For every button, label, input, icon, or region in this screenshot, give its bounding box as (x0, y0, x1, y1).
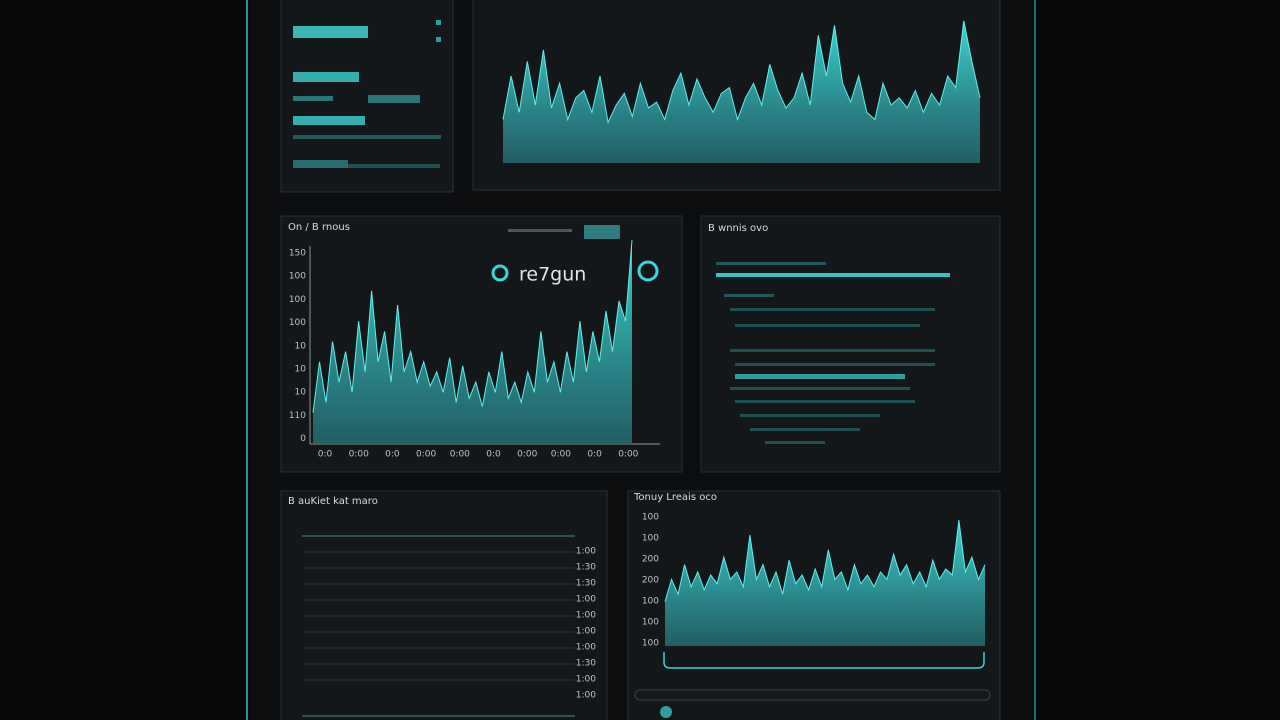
slider-knob[interactable] (660, 706, 672, 718)
text-line (735, 363, 935, 366)
text-line (730, 349, 935, 352)
area-line (502, 20, 981, 125)
x-label: 0:00 (349, 450, 369, 460)
area-line (312, 239, 633, 413)
row-label: 1:00 (576, 611, 596, 621)
highlight-bar (293, 116, 365, 125)
scrollbar[interactable] (663, 652, 985, 669)
row-label: 1:00 (576, 595, 596, 605)
text-line (740, 414, 880, 417)
row-label: 1:30 (576, 659, 596, 669)
y-label: 10 (295, 365, 307, 375)
highlight-line (716, 273, 950, 277)
y-label: 100 (289, 318, 306, 328)
frame-line (246, 0, 248, 720)
text-bar (293, 135, 441, 139)
x-label: 0:0 (486, 450, 501, 460)
panel-title: B auKiet kat maro (288, 496, 378, 507)
y-label: 200 (642, 555, 659, 565)
area-fill (313, 240, 632, 443)
x-label: 0:0 (587, 450, 602, 460)
highlight-line (735, 374, 905, 379)
logo-text: re7gun (519, 264, 586, 286)
y-label: 10 (295, 388, 307, 398)
text-blocks (293, 20, 441, 168)
x-label: 0:0 (318, 450, 333, 460)
y-label: 100 (289, 295, 306, 305)
text-bar (348, 164, 440, 168)
y-label: 100 (642, 639, 659, 649)
x-label: 0:00 (517, 450, 537, 460)
row-label: 1:00 (576, 675, 596, 685)
row-label: 1:30 (576, 579, 596, 589)
x-label: 0:0 (385, 450, 400, 460)
area-line (664, 520, 986, 602)
text-line (765, 441, 825, 444)
y-label: 100 (642, 534, 659, 544)
highlight-bar (293, 26, 368, 38)
frame-line (1034, 0, 1036, 720)
y-label: 0 (300, 434, 306, 444)
y-label: 100 (642, 597, 659, 607)
dot (436, 20, 441, 25)
text-line (750, 428, 860, 431)
row-label: 1:00 (576, 643, 596, 653)
area-fill (503, 20, 980, 164)
text-line (508, 229, 572, 232)
y-label: 100 (642, 618, 659, 628)
panel (700, 215, 1001, 473)
text-bar (293, 96, 333, 101)
y-label: 200 (642, 576, 659, 586)
y-label: 150 (289, 249, 306, 259)
logo-icon (491, 264, 509, 282)
x-label: 0:00 (618, 450, 638, 460)
list-lines (716, 262, 950, 444)
text-line (724, 294, 774, 297)
dot (436, 37, 441, 42)
text-line (730, 308, 935, 311)
highlight-bar (293, 72, 359, 82)
y-label: 110 (289, 411, 306, 421)
panel (280, 490, 608, 720)
text-line (735, 324, 920, 327)
row-label: 1:00 (576, 691, 596, 701)
y-label: 100 (642, 513, 659, 523)
row-label: 1:30 (576, 563, 596, 573)
text-bar (293, 160, 348, 168)
row-label: 1:00 (576, 627, 596, 637)
panel-title: On / B rnous (288, 222, 350, 233)
x-label: 0:00 (450, 450, 470, 460)
text-bar (368, 95, 420, 103)
toggle-button[interactable] (584, 225, 620, 239)
text-line (730, 387, 910, 390)
y-label: 10 (295, 341, 307, 351)
x-label: 0:00 (551, 450, 571, 460)
panel-title: Tonuy Lreais oco (633, 492, 717, 503)
text-line (716, 262, 826, 265)
area-fill (665, 520, 985, 646)
panel-title: B wnnis ovo (708, 223, 768, 234)
logo-icon (637, 260, 659, 282)
text-line (735, 400, 915, 403)
y-label: 100 (289, 272, 306, 282)
slider[interactable] (634, 689, 991, 701)
x-label: 0:00 (416, 450, 436, 460)
row-label: 1:00 (576, 547, 596, 557)
